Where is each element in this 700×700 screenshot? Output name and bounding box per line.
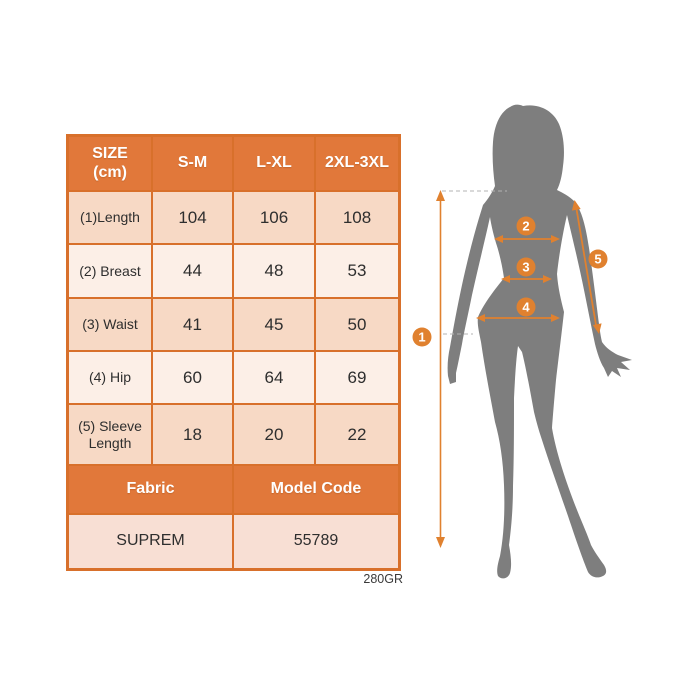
waist-arrowhead-left [501, 275, 510, 283]
marker-label-4: 4 [522, 300, 530, 315]
marker-circle-3 [516, 257, 536, 277]
length-arrowhead-top [436, 190, 445, 201]
marker-circle-2 [516, 216, 536, 236]
body-measurement-diagram: 1 2 3 4 5 [412, 104, 632, 579]
length-arrowhead-bottom [436, 537, 445, 548]
female-silhouette [447, 104, 632, 579]
row-label-hip: (4) Hip [69, 352, 151, 403]
weight-note: 280GR [363, 572, 403, 586]
hip-s-m: 60 [153, 352, 232, 403]
length-s-m: 104 [153, 192, 232, 243]
length-l-xl: 106 [234, 192, 314, 243]
breast-s-m: 44 [153, 245, 232, 297]
table-header-size-cm: SIZE (cm) [69, 137, 151, 190]
hip-2xl-3xl: 69 [316, 352, 398, 403]
hip-arrowhead-right [551, 314, 560, 322]
footer-header-fabric: Fabric [69, 466, 232, 513]
marker-label-2: 2 [522, 219, 529, 234]
hip-l-xl: 64 [234, 352, 314, 403]
sleeve-l-xl: 20 [234, 405, 314, 464]
marker-circle-5 [588, 249, 608, 269]
marker-circle-1 [412, 327, 432, 347]
sleeve-2xl-3xl: 22 [316, 405, 398, 464]
sleeve-arrowhead-bottom [592, 323, 602, 334]
row-label-length: (1)Length [69, 192, 151, 243]
marker-label-1: 1 [418, 330, 425, 345]
breast-arrowhead-left [494, 235, 503, 243]
hip-arrowhead-left [476, 314, 485, 322]
table-header-l-xl: L-XL [234, 137, 314, 190]
table-header-s-m: S-M [153, 137, 232, 190]
size-table: SIZE (cm) S-M L-XL 2XL-3XL (1)Length 104… [66, 134, 401, 571]
waist-s-m: 41 [153, 299, 232, 350]
row-label-waist: (3) Waist [69, 299, 151, 350]
breast-arrowhead-right [551, 235, 560, 243]
row-label-breast: (2) Breast [69, 245, 151, 297]
table-header-2xl-3xl: 2XL-3XL [316, 137, 398, 190]
marker-label-5: 5 [594, 252, 601, 267]
sleeve-arrowhead-top [571, 200, 581, 211]
sleeve-s-m: 18 [153, 405, 232, 464]
breast-l-xl: 48 [234, 245, 314, 297]
marker-circle-4 [516, 297, 536, 317]
sleeve-arrow [575, 208, 598, 329]
waist-2xl-3xl: 50 [316, 299, 398, 350]
model-code-value: 55789 [234, 515, 398, 568]
length-2xl-3xl: 108 [316, 192, 398, 243]
waist-arrowhead-right [543, 275, 552, 283]
fabric-value: SUPREM [69, 515, 232, 568]
waist-l-xl: 45 [234, 299, 314, 350]
marker-label-3: 3 [522, 260, 529, 275]
row-label-sleeve-length: (5) Sleeve Length [69, 405, 151, 464]
breast-2xl-3xl: 53 [316, 245, 398, 297]
footer-header-model-code: Model Code [234, 466, 398, 513]
